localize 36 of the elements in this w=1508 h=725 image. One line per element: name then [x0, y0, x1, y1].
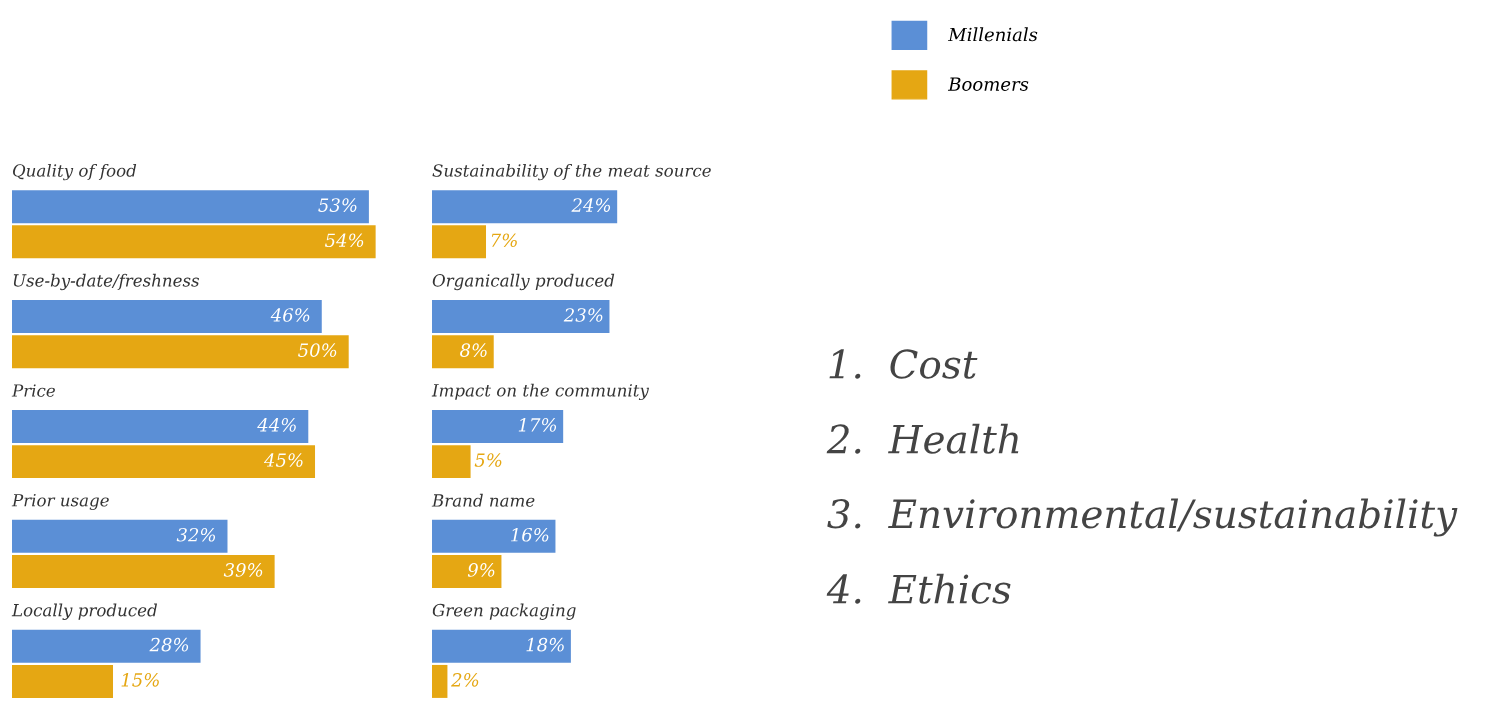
y-tick-label: Organically produced [432, 273, 615, 291]
y-tick-label: Impact on the community [431, 383, 650, 401]
text: 1. Cost [829, 349, 978, 379]
y-tick-label: Brand name [431, 493, 535, 507]
data-label: 18% [526, 637, 564, 652]
data-label: 7% [491, 233, 517, 248]
data-label: 15% [121, 673, 159, 687]
text: 2. Health [826, 423, 1019, 454]
data-label: 17% [518, 418, 557, 432]
data-label: 32% [176, 527, 216, 542]
data-label: 50% [298, 343, 337, 357]
text: 4. Ethics [826, 573, 1011, 604]
data-label: 5% [474, 453, 502, 467]
data-label: 46% [270, 308, 310, 322]
y-tick-label: Sustainability of the meat source [432, 163, 711, 181]
text: 3. Environmental/sustainability [827, 498, 1458, 537]
y-tick-label: Price [11, 384, 55, 397]
y-tick-label: Green packaging [432, 603, 576, 620]
y-tick-label: Locally produced [11, 603, 158, 620]
data-label: 2% [451, 673, 479, 687]
data-label: 53% [318, 198, 357, 212]
data-label: 23% [563, 308, 603, 322]
data-label: 45% [263, 453, 303, 467]
legend-label: Millenials [947, 27, 1038, 42]
y-tick-label: Prior usage [11, 494, 109, 510]
data-label: 54% [325, 233, 364, 248]
y-tick-label: Use-by-date/freshness [13, 273, 200, 291]
data-label: 8% [460, 343, 487, 357]
data-label: 44% [257, 418, 296, 432]
data-label: 39% [223, 563, 263, 577]
data-label: 28% [149, 637, 189, 652]
data-label: 16% [511, 527, 549, 542]
y-tick-label: Quality of food [13, 163, 137, 181]
legend-label: Boomers [947, 77, 1029, 91]
data-label: 9% [467, 563, 495, 577]
data-label: 24% [571, 198, 611, 212]
